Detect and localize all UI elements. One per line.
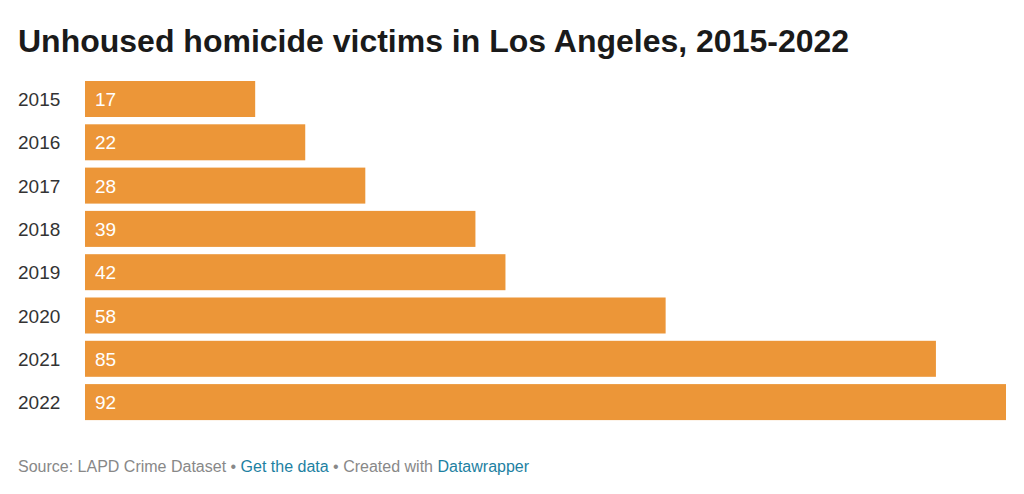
bar xyxy=(85,298,666,334)
category-label: 2022 xyxy=(18,392,60,413)
labels: 2015 17 2016 22 2017 28 2018 39 2019 42 2020 58 2021… xyxy=(18,89,116,413)
bar xyxy=(85,341,936,377)
category-label: 2021 xyxy=(18,349,60,370)
data-label: 92 xyxy=(95,392,116,413)
bar xyxy=(85,384,1006,420)
data-label: 39 xyxy=(95,219,116,240)
bar xyxy=(85,81,255,117)
footer: Source: LAPD Crime Dataset • Get the dat… xyxy=(18,458,530,475)
category-label: 2019 xyxy=(18,262,60,283)
bar xyxy=(85,254,505,290)
data-label: 58 xyxy=(95,306,116,327)
footer-link[interactable]: Datawrapper xyxy=(437,458,529,475)
data-label: 22 xyxy=(95,132,116,153)
data-label: 42 xyxy=(95,262,116,283)
bars xyxy=(85,81,1006,420)
bar xyxy=(85,124,305,160)
data-label: 85 xyxy=(95,349,116,370)
category-label: 2020 xyxy=(18,306,60,327)
data-label: 17 xyxy=(95,89,116,110)
title: Unhoused homicide victims in Los Angeles… xyxy=(18,23,849,59)
category-label: 2018 xyxy=(18,219,60,240)
footer-text: • xyxy=(333,458,339,475)
footer-text: Source: LAPD Crime Dataset xyxy=(18,458,227,475)
bar xyxy=(85,168,365,204)
footer-text: • xyxy=(231,458,237,475)
data-label: 28 xyxy=(95,176,116,197)
category-label: 2016 xyxy=(18,132,60,153)
category-label: 2015 xyxy=(18,89,60,110)
footer-text: Created with xyxy=(343,458,433,475)
footer-link[interactable]: Get the data xyxy=(241,458,329,475)
chart: Unhoused homicide victims in Los Angeles… xyxy=(0,0,1024,494)
category-label: 2017 xyxy=(18,176,60,197)
bar xyxy=(85,211,475,247)
